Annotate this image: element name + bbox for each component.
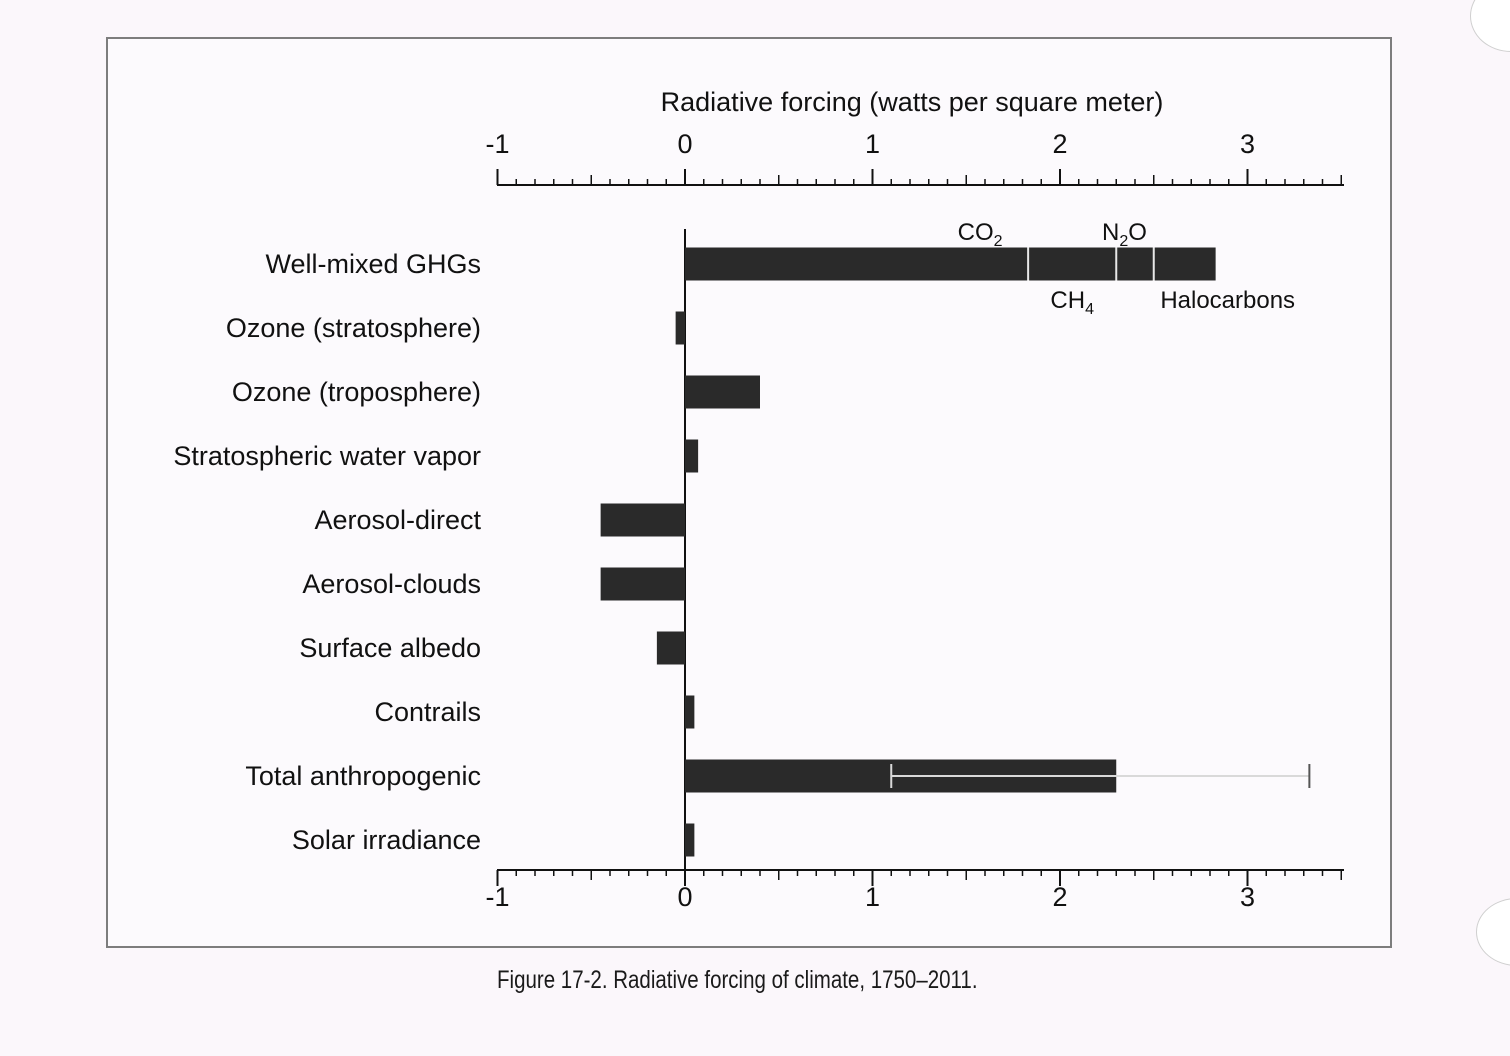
segment-label: N2O bbox=[1102, 219, 1147, 250]
x-tick-label: 0 bbox=[677, 882, 692, 912]
segment-label: CH4 bbox=[1050, 287, 1094, 318]
bars bbox=[600, 247, 1216, 857]
figure-caption: Figure 17-2. Radiative forcing of climat… bbox=[497, 966, 978, 994]
x-tick-label: 2 bbox=[1052, 882, 1067, 912]
x-tick-label: 1 bbox=[865, 129, 880, 159]
chart-frame: Radiative forcing (watts per square mete… bbox=[106, 37, 1392, 948]
category-label: Contrails bbox=[374, 697, 481, 727]
category-label: Stratospheric water vapor bbox=[173, 441, 481, 471]
bar bbox=[685, 247, 1216, 281]
segment-label: CO2 bbox=[958, 219, 1003, 250]
x-axis-title: Radiative forcing (watts per square mete… bbox=[661, 87, 1164, 117]
x-tick-label: 2 bbox=[1052, 129, 1067, 159]
segment-label: Halocarbons bbox=[1160, 287, 1295, 314]
bar bbox=[685, 695, 695, 729]
category-label: Ozone (troposphere) bbox=[232, 377, 481, 407]
category-labels: Well-mixed GHGs Ozone (stratosphere) Ozone… bbox=[173, 249, 481, 855]
bar bbox=[600, 503, 685, 537]
bar bbox=[656, 631, 685, 665]
error-bars bbox=[890, 764, 1311, 788]
bar bbox=[675, 311, 685, 345]
x-tick-label: 3 bbox=[1240, 882, 1255, 912]
bar bbox=[685, 439, 699, 473]
bar bbox=[685, 375, 760, 409]
bar bbox=[685, 823, 695, 857]
radiative-forcing-chart: Radiative forcing (watts per square mete… bbox=[173, 87, 1344, 912]
page-edge-curl bbox=[1470, 0, 1510, 52]
x-tick-label: 3 bbox=[1240, 129, 1255, 159]
bottom-x-axis: -1 0 1 2 3 bbox=[485, 869, 1344, 912]
x-tick-label: -1 bbox=[485, 129, 509, 159]
ghg-segments: CO2 CH4 N2O Halocarbons bbox=[958, 219, 1295, 318]
bar bbox=[600, 567, 685, 601]
x-tick-label: 0 bbox=[677, 129, 692, 159]
category-label: Solar irradiance bbox=[292, 825, 481, 855]
category-label: Well-mixed GHGs bbox=[265, 249, 481, 279]
category-label: Ozone (stratosphere) bbox=[226, 313, 481, 343]
category-label: Total anthropogenic bbox=[245, 761, 481, 791]
page-edge-curl bbox=[1476, 898, 1510, 966]
x-tick-label: 1 bbox=[865, 882, 880, 912]
category-label: Aerosol-clouds bbox=[302, 569, 481, 599]
category-label: Aerosol-direct bbox=[314, 505, 481, 535]
x-tick-label: -1 bbox=[485, 882, 509, 912]
top-x-axis: -1 0 1 2 3 bbox=[485, 129, 1344, 186]
category-label: Surface albedo bbox=[299, 633, 481, 663]
